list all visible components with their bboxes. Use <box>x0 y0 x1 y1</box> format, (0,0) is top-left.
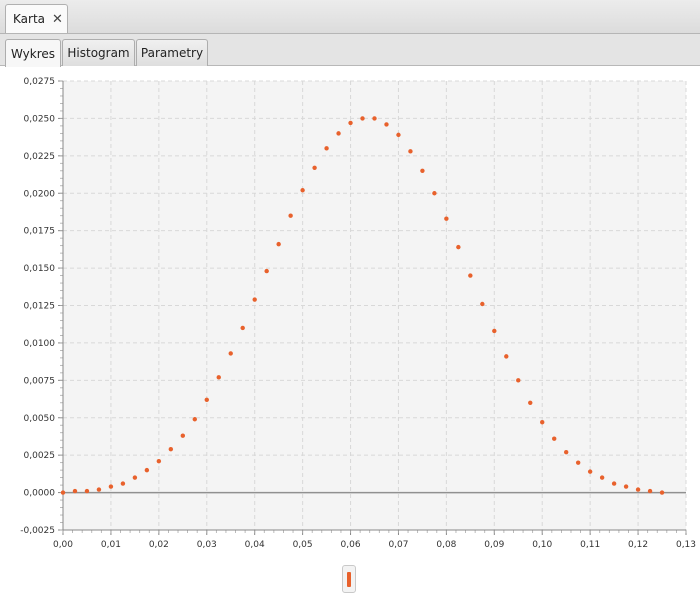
data-point <box>552 436 557 441</box>
x-tick-label: 0,01 <box>101 540 121 550</box>
data-point <box>180 433 186 438</box>
data-point <box>60 490 66 495</box>
data-point <box>312 165 317 171</box>
data-point <box>504 354 509 359</box>
data-point <box>432 191 437 196</box>
data-point <box>288 213 293 218</box>
tab-histogram[interactable]: Histogram <box>62 39 135 66</box>
y-tick-label: 0,0250 <box>24 114 56 124</box>
data-point <box>372 116 377 121</box>
chart: 0,00 0,01 0,02 0,03 0,04 0,05 0,06 0,07 0,08 0,09… <box>20 77 696 550</box>
y-tick-label: 0,0200 <box>24 189 56 199</box>
x-tick-label: 0,13 <box>676 540 696 550</box>
data-point <box>575 460 581 465</box>
data-point <box>444 216 449 221</box>
x-tick-label: 0,02 <box>149 540 169 550</box>
y-tick-label: 0,0125 <box>24 302 56 312</box>
data-point <box>360 116 365 121</box>
x-tick-label: 0,07 <box>388 540 408 550</box>
data-point <box>623 484 629 489</box>
data-point <box>599 475 605 480</box>
y-tick-label: 0,0225 <box>24 152 56 162</box>
data-point <box>300 188 305 193</box>
slider-thumb[interactable] <box>342 565 356 593</box>
x-tick-label: 0,04 <box>245 540 265 550</box>
data-point <box>456 244 461 250</box>
y-tick-label: 0,0275 <box>24 77 56 87</box>
data-point <box>120 481 126 486</box>
data-point <box>84 488 90 494</box>
tab-histogram-label: Histogram <box>67 46 130 60</box>
y-tick-label: 0,0025 <box>24 451 56 461</box>
y-tick-label: 0,0000 <box>24 489 56 499</box>
data-point <box>611 481 617 486</box>
data-point <box>276 241 281 247</box>
view-tabbar: Wykres Histogram Parametry <box>0 34 700 67</box>
data-point <box>468 273 473 278</box>
x-tick-label: 0,06 <box>341 540 361 550</box>
data-point <box>420 168 425 173</box>
data-point <box>324 146 329 151</box>
x-tick-label: 0,05 <box>293 540 313 550</box>
x-tick-label: 0,08 <box>436 540 456 550</box>
y-tick-label: 0,0100 <box>24 339 56 349</box>
document-tab-karta[interactable]: Karta ✕ <box>5 4 68 33</box>
y-tick-label: 0,0150 <box>24 264 56 274</box>
document-tab-label: Karta <box>13 12 46 26</box>
data-point <box>540 420 545 425</box>
x-tick-label: 0,00 <box>53 540 73 550</box>
x-tick-label: 0,12 <box>628 540 648 550</box>
data-point <box>252 297 257 302</box>
data-point <box>635 487 641 492</box>
data-point <box>408 149 413 154</box>
x-tick-label: 0,10 <box>532 540 552 550</box>
data-point <box>228 351 233 356</box>
data-point <box>348 120 353 126</box>
data-point <box>72 488 78 494</box>
data-point <box>396 132 401 138</box>
data-point <box>587 469 593 474</box>
data-point <box>96 487 102 492</box>
data-point <box>108 484 114 489</box>
tab-wykres-label: Wykres <box>10 46 55 61</box>
data-point <box>204 397 209 402</box>
data-point <box>647 488 653 494</box>
data-points <box>60 116 665 495</box>
data-point <box>480 301 485 307</box>
data-point <box>516 378 521 383</box>
x-tick-label: 0,11 <box>580 540 600 550</box>
data-point <box>192 417 197 422</box>
document-tabbar: Karta ✕ <box>0 0 700 34</box>
x-tick-label: 0,09 <box>484 540 504 550</box>
data-point <box>384 122 389 127</box>
y-tick-label: 0,0075 <box>24 376 56 386</box>
data-point <box>240 325 245 331</box>
tab-wykres[interactable]: Wykres <box>5 39 61 67</box>
y-tick-label: -0,0025 <box>20 526 55 536</box>
data-point <box>264 268 269 274</box>
tab-parametry[interactable]: Parametry <box>136 39 208 66</box>
data-point <box>563 449 569 455</box>
tick-labels: 0,00 0,01 0,02 0,03 0,04 0,05 0,06 0,07 0,08 0,09… <box>20 77 696 550</box>
data-point <box>156 458 162 464</box>
tab-parametry-label: Parametry <box>140 46 204 60</box>
close-icon[interactable]: ✕ <box>52 11 63 27</box>
x-tick-label: 0,03 <box>197 540 217 550</box>
data-point <box>144 467 150 473</box>
axes <box>58 80 687 535</box>
data-point <box>168 446 174 452</box>
data-point <box>216 375 221 380</box>
data-point <box>659 490 665 495</box>
y-tick-label: 0,0050 <box>24 414 56 424</box>
data-point <box>336 131 341 136</box>
data-point <box>132 475 138 480</box>
data-point <box>528 400 533 405</box>
data-point <box>492 328 497 334</box>
y-tick-label: 0,0175 <box>24 227 56 237</box>
